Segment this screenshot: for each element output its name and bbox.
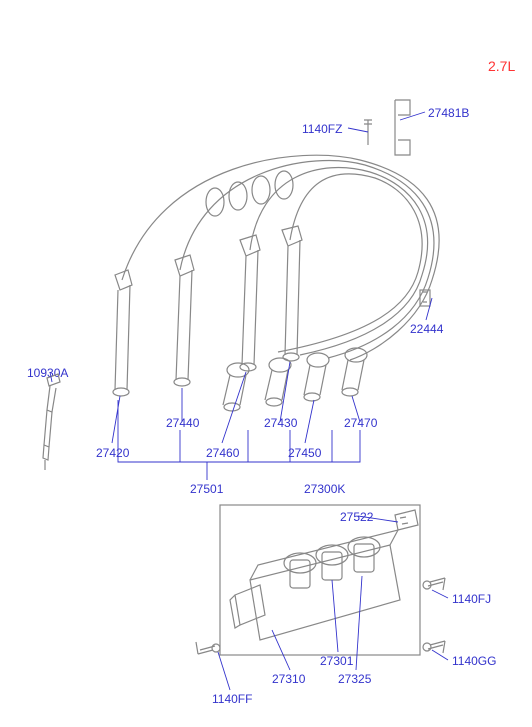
parts-diagram <box>0 0 532 727</box>
